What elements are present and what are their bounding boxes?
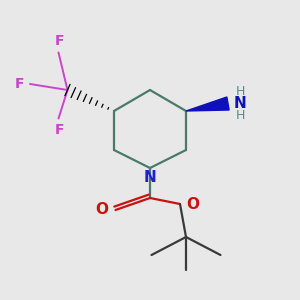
Text: H: H	[236, 109, 245, 122]
Text: O: O	[186, 196, 199, 211]
Text: N: N	[234, 96, 247, 111]
Text: F: F	[55, 34, 65, 48]
Text: F: F	[14, 77, 24, 91]
Text: H: H	[236, 85, 245, 98]
Polygon shape	[186, 97, 229, 111]
Text: F: F	[55, 123, 65, 137]
Text: N: N	[144, 169, 156, 184]
Text: O: O	[95, 202, 108, 217]
